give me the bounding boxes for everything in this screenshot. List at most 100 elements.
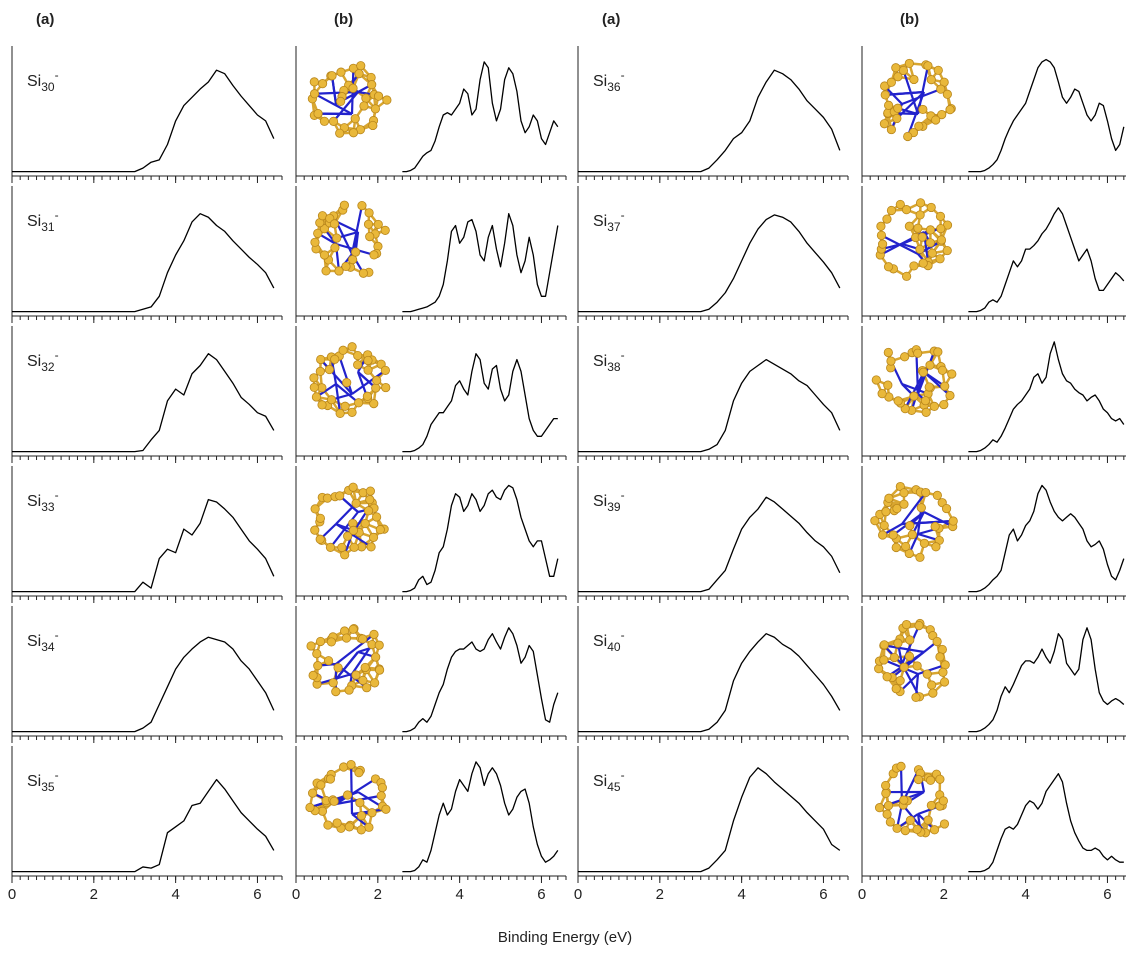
atom <box>358 201 366 209</box>
atom <box>902 620 910 628</box>
label-sub: 40 <box>607 640 621 654</box>
atom <box>913 662 921 670</box>
label-sub: 30 <box>41 80 55 94</box>
atom <box>872 376 880 384</box>
label-sub: 45 <box>607 780 621 794</box>
atom <box>370 251 378 259</box>
atom <box>316 535 324 543</box>
atom <box>327 396 335 404</box>
atom <box>882 508 890 516</box>
atom <box>900 796 908 804</box>
atom <box>892 543 900 551</box>
atom <box>919 368 927 376</box>
atom <box>887 125 895 133</box>
atom <box>336 129 344 137</box>
label-base: Si <box>27 353 41 370</box>
atom <box>925 383 933 391</box>
atom <box>939 668 947 676</box>
atom <box>361 663 369 671</box>
atom <box>336 409 344 417</box>
atom <box>940 678 948 686</box>
atom <box>915 621 923 629</box>
atom <box>930 402 938 410</box>
atom <box>359 269 367 277</box>
atom <box>918 233 926 241</box>
atom <box>919 105 927 113</box>
atom <box>943 246 951 254</box>
atom <box>326 775 334 783</box>
panel-heading: (a) <box>36 11 54 28</box>
panel-heading: (a) <box>602 11 620 28</box>
spectrum-line <box>402 628 557 732</box>
atom <box>349 483 357 491</box>
atom <box>357 826 365 834</box>
label-base: Si <box>593 353 607 370</box>
atom <box>913 825 921 833</box>
x-tick-label: 4 <box>171 886 179 903</box>
label-sup: - <box>621 68 625 82</box>
atom <box>927 75 935 83</box>
atom <box>880 120 888 128</box>
label-base: Si <box>27 73 41 90</box>
atom <box>314 109 322 117</box>
spectrum-line <box>402 762 557 872</box>
x-axis-label: Binding Energy (eV) <box>498 929 632 946</box>
atom <box>365 209 373 217</box>
label-sup: - <box>55 68 59 82</box>
atom <box>948 370 956 378</box>
atom <box>946 391 954 399</box>
atom <box>370 679 378 687</box>
x-tick-label: 4 <box>455 886 463 903</box>
atom <box>372 376 380 384</box>
atom <box>353 361 361 369</box>
atom <box>928 249 936 257</box>
atom <box>330 797 338 805</box>
atom <box>308 789 316 797</box>
atom <box>330 220 338 228</box>
atom <box>892 64 900 72</box>
atom <box>878 240 886 248</box>
atom <box>341 402 349 410</box>
x-tick-label: 6 <box>253 886 261 903</box>
atom <box>348 343 356 351</box>
atom <box>885 494 893 502</box>
atom <box>916 553 924 561</box>
atom <box>896 676 904 684</box>
atom <box>930 826 938 834</box>
atom <box>906 816 914 824</box>
x-tick-label: 2 <box>940 886 948 903</box>
panel-heading: (b) <box>900 11 919 28</box>
atom <box>325 365 333 373</box>
atom <box>916 245 924 253</box>
cluster-label: Si34- <box>27 628 59 654</box>
x-tick-label: 0 <box>292 886 300 903</box>
label-base: Si <box>593 773 607 790</box>
atom <box>316 637 324 645</box>
atom <box>378 783 386 791</box>
atom <box>335 492 343 500</box>
atom <box>939 797 947 805</box>
atom <box>877 222 885 230</box>
cluster-structure <box>876 199 952 281</box>
atom <box>349 625 357 633</box>
spectrum-line <box>968 774 1123 872</box>
atom <box>358 635 366 643</box>
spectrum-line <box>402 214 557 312</box>
label-sup: - <box>621 348 625 362</box>
atom <box>894 397 902 405</box>
label-base: Si <box>27 633 41 650</box>
atom <box>357 812 365 820</box>
x-tick-label: 6 <box>537 886 545 903</box>
atom <box>900 353 908 361</box>
atom <box>904 132 912 140</box>
cluster-structure <box>308 62 391 138</box>
atom <box>310 374 318 382</box>
label-sup: - <box>55 488 59 502</box>
cluster-structure <box>306 760 390 834</box>
atom <box>949 517 957 525</box>
atom <box>938 366 946 374</box>
atom <box>375 641 383 649</box>
atom <box>342 378 350 386</box>
cluster-label: Si37- <box>593 208 625 234</box>
label-base: Si <box>593 73 607 90</box>
